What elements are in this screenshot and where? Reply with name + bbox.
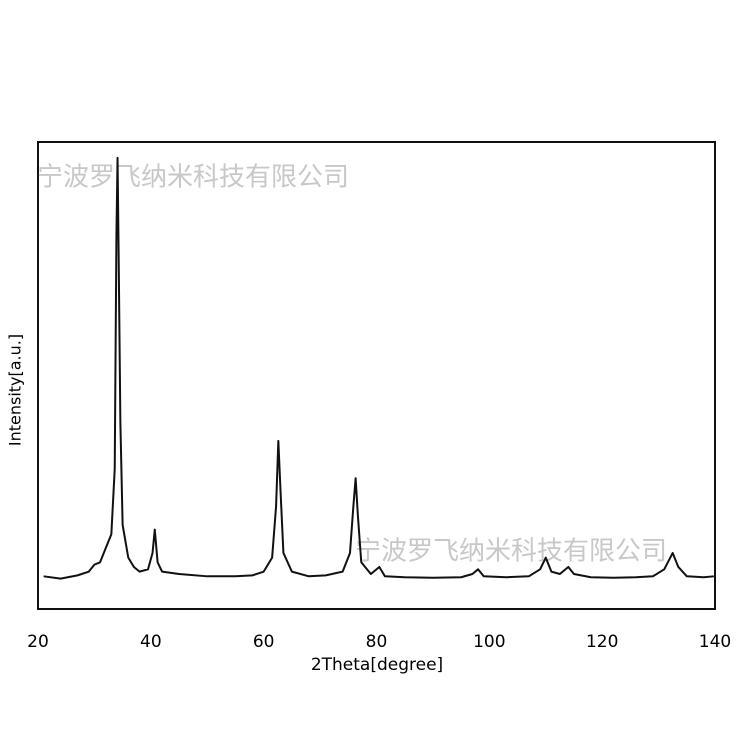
y-axis-label: Intensity[a.u.]	[6, 334, 25, 446]
x-tick-label: 20	[27, 632, 49, 652]
x-tick-label: 100	[473, 632, 505, 652]
x-tick-label: 80	[366, 632, 388, 652]
x-tick-label: 140	[699, 632, 731, 652]
watermark: 宁波罗飞纳米科技有限公司	[37, 163, 349, 193]
watermark: 宁波罗飞纳米科技有限公司	[355, 537, 667, 567]
x-tick-label: 120	[586, 632, 618, 652]
x-axis-label: 2Theta[degree]	[311, 655, 443, 675]
x-tick-label: 60	[253, 632, 275, 652]
plot-frame	[37, 141, 716, 610]
xrd-line	[43, 156, 714, 580]
x-tick-label: 40	[140, 632, 162, 652]
